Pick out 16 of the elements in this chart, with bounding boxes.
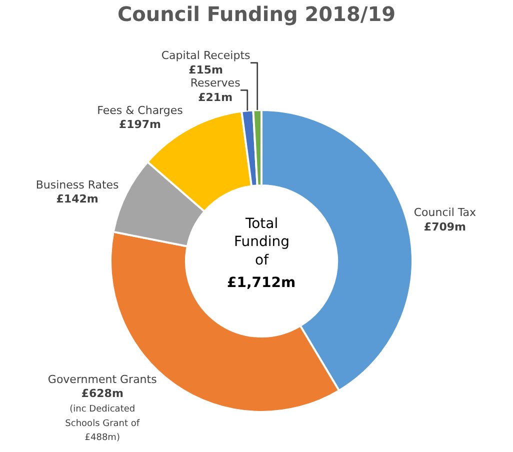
text: (inc Dedicated Schools Grant of £488m): [65, 404, 140, 444]
slice-label: Reserves: [190, 76, 241, 90]
text: £1,712m: [227, 275, 296, 291]
data-label: £628m: [81, 387, 124, 400]
chart-title: Council Funding 2018/19: [117, 2, 396, 26]
slice-label: Government Grants: [48, 372, 158, 386]
slice-label: Capital Receipts: [161, 49, 251, 62]
data-label: £142m: [56, 192, 98, 206]
text: Total Funding of: [234, 216, 290, 268]
data-label: £21m: [198, 90, 233, 104]
slice-label: Business Rates: [36, 178, 120, 192]
data-label: £197m: [118, 118, 162, 132]
slice-label: Fees & Charges: [97, 104, 184, 117]
data-label: £709m: [424, 220, 466, 234]
data-label: £15m: [188, 63, 224, 76]
slice-label: Council Tax: [414, 206, 477, 220]
